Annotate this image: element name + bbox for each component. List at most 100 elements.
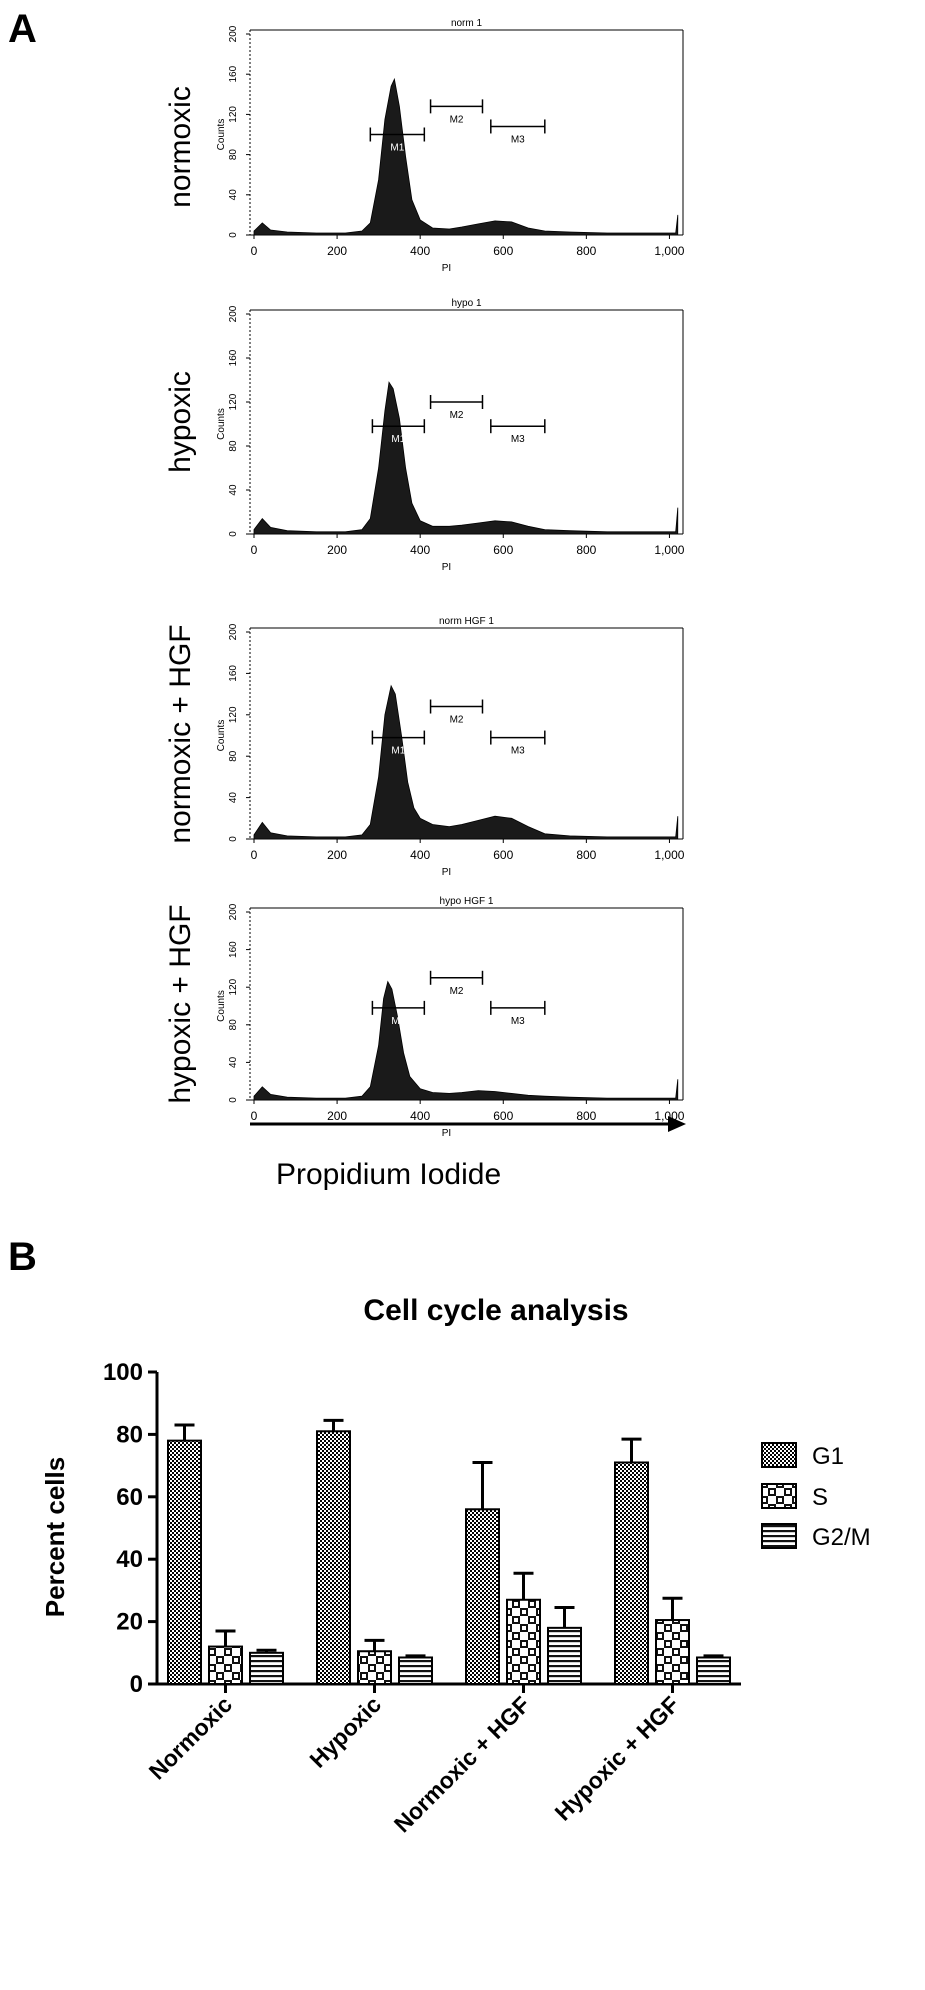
bar-s: [655, 1619, 690, 1686]
x-tick-label: 0: [251, 848, 258, 862]
x-axis-label: PI: [442, 867, 451, 878]
legend-swatch: [761, 1523, 797, 1549]
histogram-area: [253, 381, 679, 535]
marker-m3: M3: [490, 1000, 546, 1027]
bar-group: [167, 1423, 284, 1686]
x-tick-label: 0: [251, 1109, 258, 1123]
bar-group: [316, 1418, 433, 1686]
y-axis-label: Counts: [216, 990, 227, 1022]
x-tick-label: 200: [327, 848, 347, 862]
y-tick-label: 40: [228, 792, 239, 804]
legend: G1 S G2/M: [761, 1442, 871, 1551]
panel-b-letter: B: [8, 1235, 37, 1279]
x-tick-label: 600: [493, 848, 513, 862]
bar-y-tick-label: 80: [116, 1421, 143, 1448]
x-tick-label: 1,000: [654, 1109, 684, 1123]
x-axis-label: PI: [442, 263, 451, 274]
x-tick-label: 400: [410, 1109, 430, 1123]
legend-label: G1: [812, 1443, 844, 1470]
legend-swatch: [761, 1442, 797, 1468]
condition-label: normoxic + HGF: [164, 624, 197, 843]
condition-label: hypoxic: [164, 371, 197, 473]
x-tick-label: 1,000: [654, 848, 684, 862]
marker-m1: M1: [371, 419, 426, 445]
y-tick-label: 200: [228, 903, 239, 920]
x-tick-label: 800: [576, 1109, 596, 1123]
x-tick-label: 800: [576, 848, 596, 862]
bar-g2m: [696, 1656, 731, 1685]
y-tick-label: 200: [228, 25, 239, 42]
y-tick-label: 80: [228, 440, 239, 452]
histogram-area: [253, 77, 679, 236]
y-tick-label: 160: [228, 65, 239, 82]
histogram-3: norm HGF 1 0 40 80 120 160 200 Counts 0 200 400 600…: [164, 616, 685, 878]
x-tick-label: 1,000: [654, 244, 684, 258]
x-tick-label: 0: [251, 543, 258, 557]
y-tick-label: 40: [228, 189, 239, 201]
bar-s: [357, 1650, 392, 1685]
x-tick-label: 200: [327, 244, 347, 258]
y-tick-label: 200: [228, 623, 239, 640]
x-tick-label: 800: [576, 244, 596, 258]
category-label: Hypoxic: [304, 1691, 386, 1773]
bar-s: [208, 1645, 243, 1686]
bar-chart: Cell cycle analysis 0 20 40 60 80 100 Percent c…: [40, 1294, 871, 1837]
bar-y-tick-label: 100: [103, 1359, 143, 1386]
x-axis-label: PI: [442, 562, 451, 573]
x-tick-label: 600: [493, 543, 513, 557]
y-tick-label: 40: [228, 1056, 239, 1068]
y-tick-label: 80: [228, 1019, 239, 1031]
y-axis-label: Counts: [216, 720, 227, 752]
bar-group: [465, 1460, 582, 1686]
x-tick-label: 600: [493, 244, 513, 258]
y-tick-label: 0: [228, 1097, 239, 1103]
legend-swatch: [761, 1483, 797, 1509]
histogram-2: hypo 1 0 40 80 120 160 200 Counts 0 200 400 600 800 1…: [164, 298, 685, 573]
y-tick-label: 0: [228, 531, 239, 537]
y-axis-label: Counts: [216, 408, 227, 440]
marker-label: M1: [390, 143, 404, 154]
bar-y-tick-label: 20: [116, 1609, 143, 1636]
y-tick-label: 0: [228, 232, 239, 238]
x-tick-label: 400: [410, 244, 430, 258]
legend-label: S: [812, 1484, 828, 1511]
marker-m3: M3: [490, 730, 546, 757]
x-tick-label: 600: [493, 1109, 513, 1123]
y-tick-label: 160: [228, 941, 239, 958]
marker-label: M1: [391, 1016, 405, 1027]
y-tick-label: 200: [228, 305, 239, 322]
histogram-area: [253, 980, 679, 1101]
marker-m1: M1: [371, 730, 426, 757]
bar-g2m: [398, 1656, 433, 1685]
histogram-1: norm 1 0 40 80 120 160 200 Counts 0 200 400 600 800 1…: [164, 18, 685, 274]
y-tick-label: 160: [228, 665, 239, 682]
histogram-title: hypo 1: [451, 298, 481, 309]
x-tick-label: 400: [410, 543, 430, 557]
bar-g1: [614, 1461, 649, 1685]
marker-label: M1: [391, 434, 405, 445]
bar-y-tick-label: 0: [130, 1671, 143, 1698]
marker-m2: M2: [429, 395, 484, 421]
legend-label: G2/M: [812, 1524, 871, 1551]
y-tick-label: 120: [228, 106, 239, 123]
marker-label: M1: [391, 746, 405, 757]
category-label: Hypoxic + HGF: [550, 1691, 685, 1826]
y-tick-label: 80: [228, 750, 239, 762]
x-tick-label: 1,000: [654, 543, 684, 557]
bar-chart-title: Cell cycle analysis: [363, 1294, 628, 1327]
bar-g1: [465, 1508, 500, 1686]
marker-m3: M3: [490, 119, 546, 145]
marker-label: M2: [450, 715, 464, 726]
condition-label: normoxic: [164, 86, 197, 208]
bar-y-tick-label: 60: [116, 1484, 143, 1511]
marker-m1: M1: [371, 1000, 426, 1027]
marker-m2: M2: [429, 99, 484, 125]
category-label: Normoxic + HGF: [389, 1691, 535, 1837]
marker-label: M2: [450, 986, 464, 997]
bar-y-axis-label: Percent cells: [40, 1457, 70, 1617]
x-tick-label: 800: [576, 543, 596, 557]
marker-label: M2: [450, 114, 464, 125]
x-tick-label: 0: [251, 244, 258, 258]
category-label: Normoxic: [144, 1691, 238, 1785]
y-tick-label: 40: [228, 484, 239, 496]
